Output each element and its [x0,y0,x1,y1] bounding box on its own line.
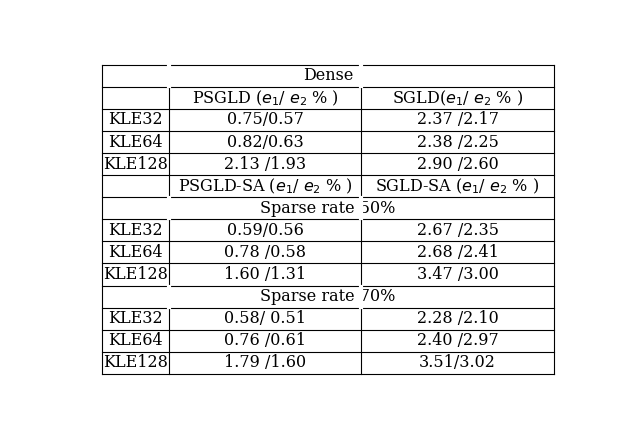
Text: KLE32: KLE32 [108,310,163,327]
Text: SGLD($e_1$/ $e_2$ % ): SGLD($e_1$/ $e_2$ % ) [392,88,523,108]
Text: 0.76 /0.61: 0.76 /0.61 [224,332,307,349]
Text: KLE128: KLE128 [103,354,168,371]
Text: 2.68 /2.41: 2.68 /2.41 [417,244,499,261]
Text: 0.58/ 0.51: 0.58/ 0.51 [224,310,307,327]
Text: 2.38 /2.25: 2.38 /2.25 [417,134,499,150]
Text: 3.51/3.02: 3.51/3.02 [419,354,496,371]
Text: 1.60 /1.31: 1.60 /1.31 [224,266,307,283]
Text: PSGLD-SA ($e_1$/ $e_2$ % ): PSGLD-SA ($e_1$/ $e_2$ % ) [178,176,353,196]
Text: KLE64: KLE64 [108,134,163,150]
Text: Sparse rate 50%: Sparse rate 50% [260,200,396,217]
Text: 2.28 /2.10: 2.28 /2.10 [417,310,499,327]
Text: SGLD-SA ($e_1$/ $e_2$ % ): SGLD-SA ($e_1$/ $e_2$ % ) [376,176,540,196]
Text: PSGLD ($e_1$/ $e_2$ % ): PSGLD ($e_1$/ $e_2$ % ) [192,88,339,108]
Text: 0.82/0.63: 0.82/0.63 [227,134,303,150]
Text: KLE64: KLE64 [108,332,163,349]
Text: 2.37 /2.17: 2.37 /2.17 [417,112,499,128]
Text: 2.13 /1.93: 2.13 /1.93 [224,156,307,172]
Text: 1.79 /1.60: 1.79 /1.60 [224,354,307,371]
Text: Sparse rate 70%: Sparse rate 70% [260,288,396,305]
Text: 2.90 /2.60: 2.90 /2.60 [417,156,499,172]
Text: 3.47 /3.00: 3.47 /3.00 [417,266,499,283]
Text: Dense: Dense [303,67,353,84]
Text: 2.40 /2.97: 2.40 /2.97 [417,332,499,349]
Text: KLE64: KLE64 [108,244,163,261]
Text: KLE128: KLE128 [103,266,168,283]
Text: KLE32: KLE32 [108,112,163,128]
Text: 0.75/0.57: 0.75/0.57 [227,112,304,128]
Text: KLE32: KLE32 [108,222,163,239]
Text: 2.67 /2.35: 2.67 /2.35 [417,222,499,239]
Text: 0.78 /0.58: 0.78 /0.58 [224,244,307,261]
Text: KLE128: KLE128 [103,156,168,172]
Text: 0.59/0.56: 0.59/0.56 [227,222,304,239]
